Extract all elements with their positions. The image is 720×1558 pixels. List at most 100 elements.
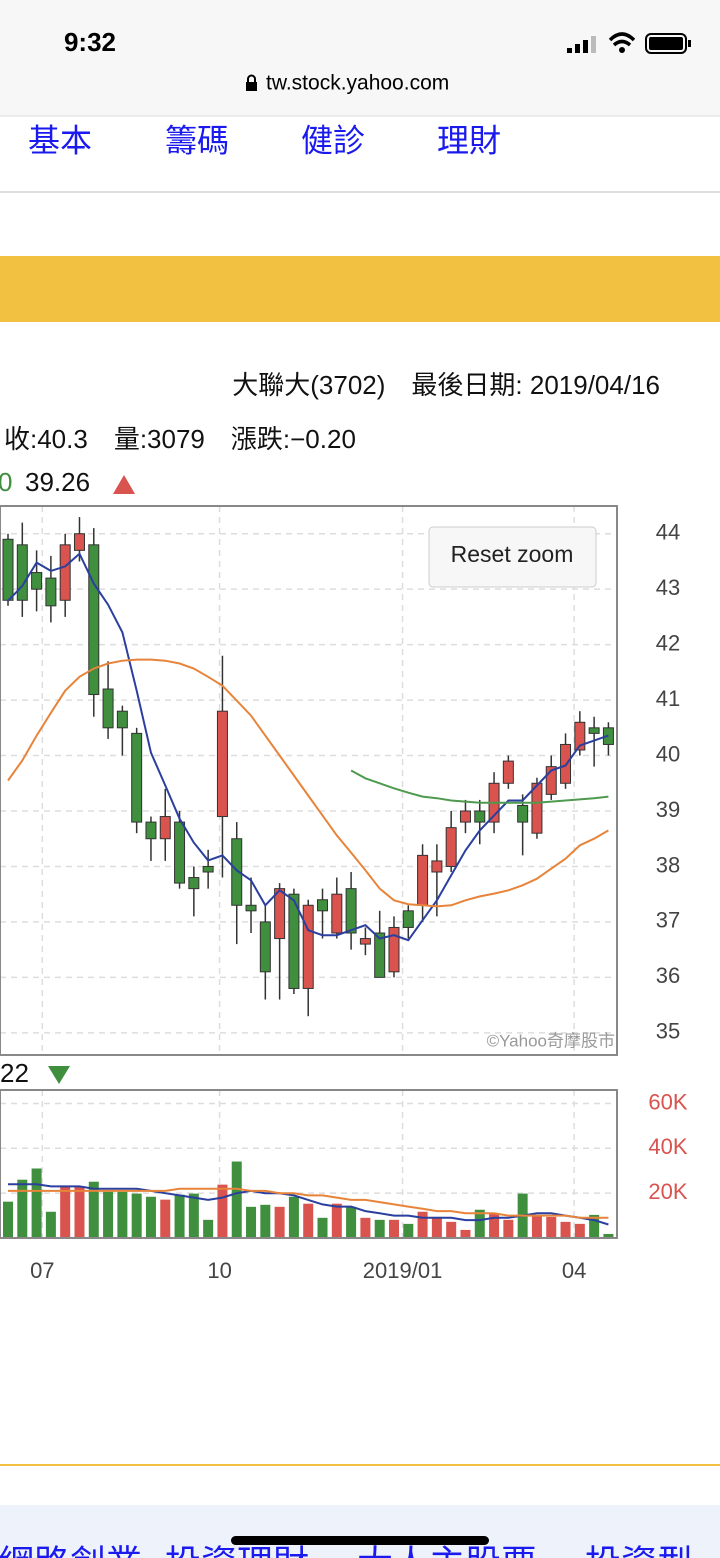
candle-body — [102, 688, 114, 729]
volume-bar — [288, 1196, 299, 1238]
volume-bar — [145, 1196, 156, 1238]
y-tick-label: 37 — [656, 908, 680, 933]
volume-bar — [103, 1191, 114, 1238]
volume-bar — [431, 1216, 442, 1238]
quote: 收:40.3 量:3079 漲跌:−0.20 — [4, 424, 356, 454]
candle-body — [245, 904, 257, 912]
candle-body — [116, 710, 128, 729]
footer-link[interactable]: 網路創業 — [0, 1543, 142, 1558]
volume-bar — [246, 1206, 257, 1238]
candle-body — [359, 938, 371, 945]
footer-link[interactable]: 投資理財 — [165, 1543, 309, 1558]
credit: ©Yahoo奇摩股市 — [487, 1031, 615, 1050]
candle-body — [174, 821, 186, 884]
y-tick-label: 39 — [656, 797, 680, 822]
candle-body — [588, 727, 600, 734]
candle-body — [16, 544, 28, 601]
volume-bar — [3, 1201, 14, 1238]
volume-partial: 22 — [0, 1058, 29, 1088]
url: tw.stock.yahoo.com — [266, 72, 449, 95]
browser-bar — [0, 0, 720, 116]
candle-body — [317, 899, 329, 912]
candle-body — [274, 888, 286, 940]
x-tick-label: 07 — [30, 1258, 54, 1283]
ma-line — [8, 1183, 609, 1226]
volume-bar — [117, 1191, 128, 1238]
volume-bar — [231, 1161, 242, 1238]
yellow-banner — [0, 256, 720, 322]
volume-bar — [131, 1193, 142, 1238]
up-arrow — [113, 475, 135, 494]
candle-body — [288, 893, 300, 989]
x-tick-label: 10 — [207, 1258, 231, 1283]
volume-bar — [403, 1223, 414, 1238]
tab[interactable]: 基本 — [28, 122, 92, 158]
ma-value: 39.26 — [25, 467, 90, 497]
candle-body — [59, 544, 71, 601]
tab[interactable]: 理財 — [437, 122, 501, 158]
candle-body — [345, 888, 357, 934]
footer-bar — [0, 1505, 720, 1558]
status-icons — [567, 32, 691, 54]
candle-body — [545, 766, 557, 795]
volume-bar — [217, 1184, 228, 1238]
candle-body — [2, 538, 14, 601]
ma-line — [8, 1187, 609, 1219]
plot-frame — [0, 1089, 618, 1239]
footer-link[interactable]: 大人主股票 — [357, 1543, 537, 1558]
volume-bar — [188, 1193, 199, 1238]
volume-bar — [274, 1206, 285, 1238]
footer-link[interactable]: 投資型 — [585, 1543, 693, 1558]
candle-body — [131, 732, 143, 823]
ma-line — [350, 769, 609, 804]
candle-body — [517, 804, 529, 823]
candle-body — [31, 572, 43, 590]
candle-body — [417, 854, 429, 906]
ma-line — [7, 552, 609, 942]
volume-bar — [17, 1179, 28, 1238]
y-tick-label: 43 — [656, 575, 680, 600]
candle-body — [374, 932, 386, 978]
candle-body — [145, 821, 157, 840]
x-tick-label: 2019/01 — [363, 1258, 443, 1283]
volume-bar — [603, 1233, 614, 1238]
stock-title: 大聯大(3702) 最後日期: 2019/04/16 — [232, 370, 660, 400]
ma-partial: 0 — [0, 467, 12, 497]
reset-zoom-button[interactable] — [428, 526, 597, 588]
clock: 9:32 — [64, 27, 116, 57]
volume-bar — [317, 1217, 328, 1238]
volume-bar — [388, 1219, 399, 1238]
candle-body — [216, 710, 228, 818]
volume-bar — [460, 1229, 471, 1238]
volume-bar — [446, 1221, 457, 1238]
candle-body — [474, 810, 486, 823]
candle-body — [302, 904, 314, 989]
tab[interactable]: 健診 — [301, 122, 365, 158]
volume-bar — [489, 1213, 500, 1238]
volume-bar — [160, 1199, 171, 1238]
volume-bar — [531, 1214, 542, 1238]
volume-bar — [346, 1206, 357, 1238]
y-tick-label: 38 — [656, 852, 680, 877]
volume-bar — [74, 1186, 85, 1238]
home-indicator — [231, 1536, 489, 1545]
volume-bar — [260, 1204, 271, 1238]
volume-bar — [45, 1211, 56, 1238]
volume-bar — [360, 1217, 371, 1238]
candle-body — [445, 827, 457, 867]
candle-body — [459, 810, 471, 823]
volume-bar — [31, 1168, 42, 1238]
reset-zoom-label[interactable]: Reset zoom — [451, 541, 574, 567]
volume-bar — [374, 1219, 385, 1238]
candle-body — [502, 760, 514, 784]
volume-bar — [417, 1211, 428, 1238]
x-tick-label: 04 — [562, 1258, 586, 1283]
volume-bar — [60, 1186, 71, 1238]
y-tick-label: 35 — [656, 1019, 680, 1044]
volume-bar — [303, 1203, 314, 1238]
volume-bar — [589, 1214, 600, 1238]
volume-bar — [503, 1219, 514, 1238]
y-tick-label: 40 — [656, 741, 680, 766]
tab[interactable]: 籌碼 — [165, 122, 229, 158]
volume-bar — [574, 1223, 585, 1238]
